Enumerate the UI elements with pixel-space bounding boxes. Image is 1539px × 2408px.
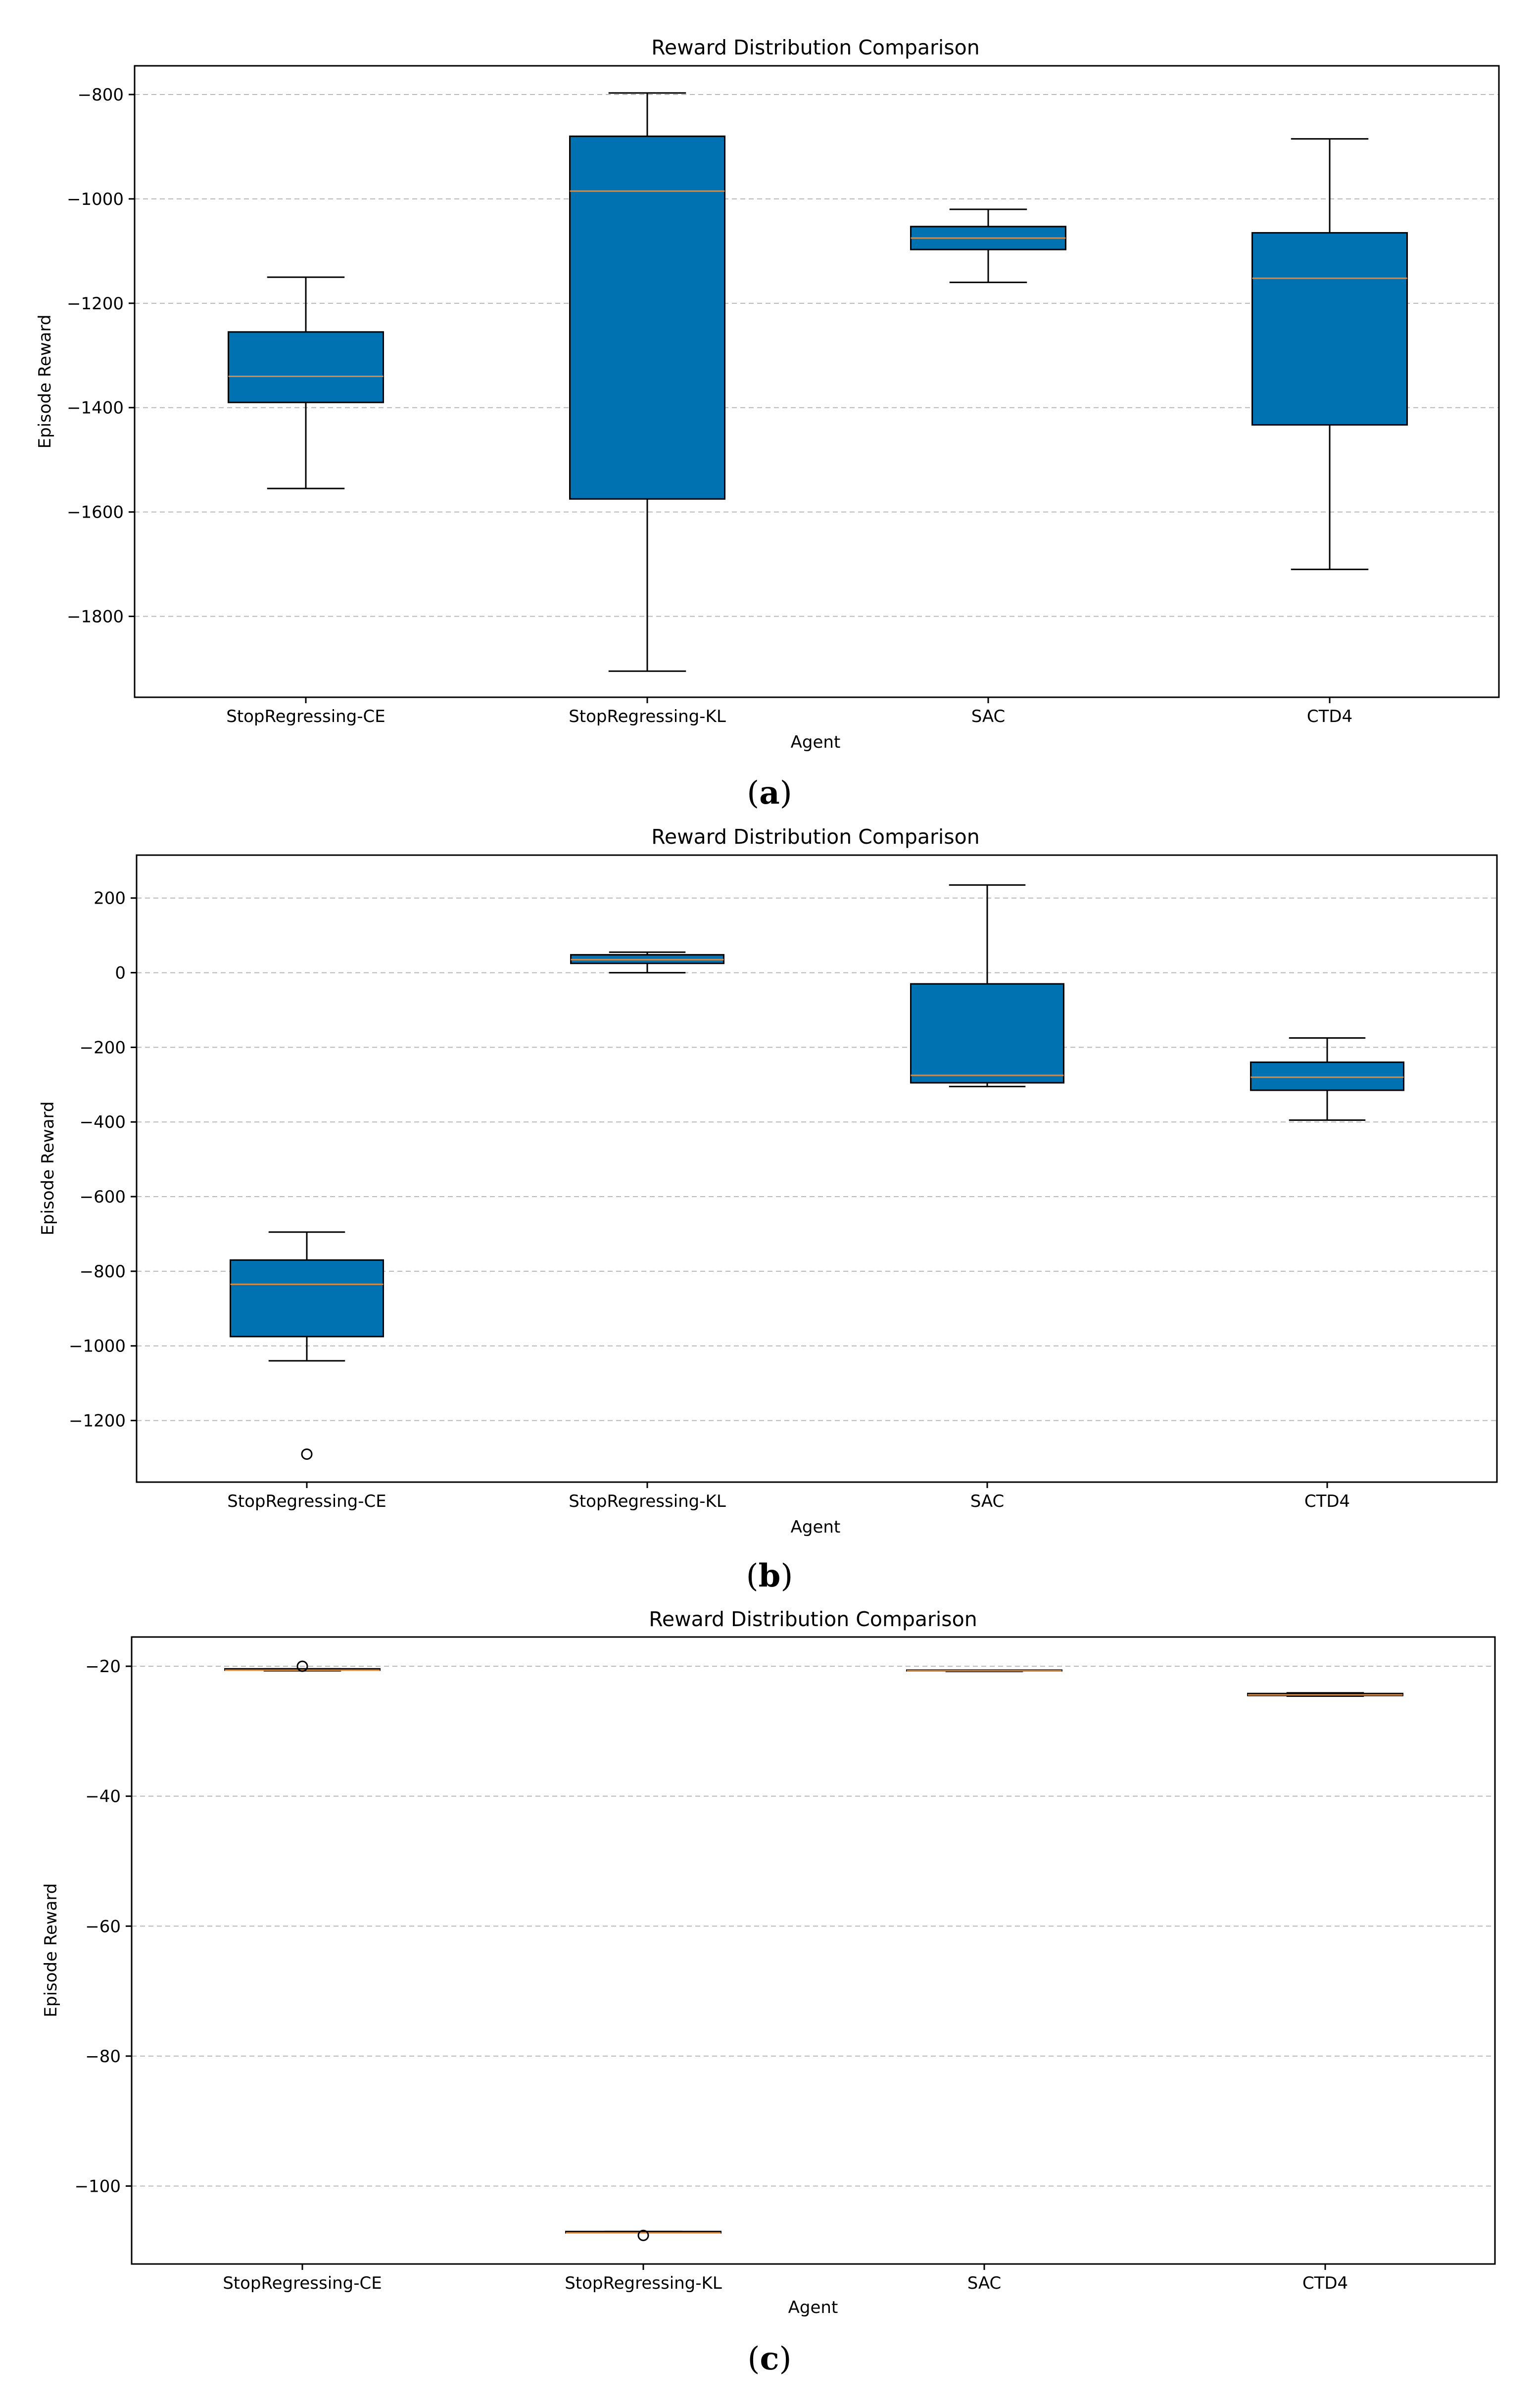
panel-caption: (a) xyxy=(747,774,792,812)
y-tick-label: −1200 xyxy=(69,1411,126,1431)
x-tick-label: StopRegressing-CE xyxy=(223,2273,382,2293)
iqr-box xyxy=(230,1259,384,1338)
x-tick-label: StopRegressing-KL xyxy=(569,1492,726,1511)
box-SAC xyxy=(906,1669,1062,1673)
y-tick-label: 200 xyxy=(94,889,126,909)
x-tick-label: StopRegressing-KL xyxy=(565,2273,722,2293)
plot-frame xyxy=(134,65,1500,698)
x-axis-label: Agent xyxy=(791,1517,841,1537)
x-tick-label: CTD4 xyxy=(1307,707,1352,726)
box-StopRegressing-KL xyxy=(570,951,724,974)
x-tick-label: CTD4 xyxy=(1302,2273,1348,2293)
panel-b: Reward Distribution Comparison 200 0 −200 −… xyxy=(38,825,1498,1594)
y-tick-label: −200 xyxy=(80,1038,126,1058)
y-tick-label: −100 xyxy=(75,2176,121,2196)
outlier-point xyxy=(301,1448,313,1460)
y-axis-label: Episode Reward xyxy=(38,1102,58,1236)
box-CTD4 xyxy=(1247,1692,1403,1697)
plot-frame xyxy=(131,1636,1496,2265)
panel-caption: (b) xyxy=(746,1557,793,1594)
y-tick-label: −1000 xyxy=(69,1337,126,1356)
iqr-box xyxy=(910,983,1064,1084)
y-tick-label: −1400 xyxy=(67,398,124,418)
y-tick-label: −400 xyxy=(80,1112,126,1132)
x-axis-label: Agent xyxy=(788,2298,838,2317)
y-tick-label: −40 xyxy=(85,1787,121,1807)
box-SAC xyxy=(910,884,1064,1088)
plot-frame xyxy=(136,854,1498,1483)
chart-title: Reward Distribution Comparison xyxy=(651,825,979,849)
box-StopRegressing-KL xyxy=(565,2229,721,2241)
box-StopRegressing-CE xyxy=(224,1660,381,1672)
box-CTD4 xyxy=(1250,1037,1404,1121)
x-tick-label: SAC xyxy=(967,2273,1002,2293)
y-tick-label: −600 xyxy=(80,1187,126,1207)
x-tick-label: SAC xyxy=(970,1492,1005,1511)
y-axis-label: Episode Reward xyxy=(41,1883,61,2018)
box-StopRegressing-CE xyxy=(228,276,384,489)
x-tick-label: SAC xyxy=(971,707,1006,726)
caption-letter: a xyxy=(759,774,779,812)
chart-title: Reward Distribution Comparison xyxy=(651,36,979,59)
y-tick-label: −1800 xyxy=(67,607,124,627)
panel-a: Reward Distribution Comparison −800 −1000… xyxy=(35,36,1500,812)
box-SAC xyxy=(910,208,1066,284)
iqr-box xyxy=(1250,1061,1404,1091)
y-axis-label: Episode Reward xyxy=(35,315,55,449)
y-tick-label: −800 xyxy=(80,1262,126,1282)
y-tick-label: −1200 xyxy=(67,294,124,314)
y-tick-label: −80 xyxy=(85,2047,121,2067)
iqr-box xyxy=(569,135,725,500)
outlier-point xyxy=(637,2229,649,2241)
chart-title: Reward Distribution Comparison xyxy=(649,1607,977,1631)
panel-caption: (c) xyxy=(748,2340,792,2377)
iqr-box xyxy=(1251,232,1408,426)
y-tick-label: −1000 xyxy=(67,190,124,209)
box-StopRegressing-KL xyxy=(569,92,725,672)
y-tick-label: −800 xyxy=(78,85,124,105)
y-tick-label: −1600 xyxy=(67,503,124,523)
iqr-box xyxy=(228,331,384,403)
y-tick-label: −60 xyxy=(85,1917,121,1936)
x-axis-label: Agent xyxy=(791,732,841,752)
x-tick-label: CTD4 xyxy=(1304,1492,1350,1511)
outlier-point xyxy=(296,1660,308,1672)
caption-letter: b xyxy=(759,1557,781,1594)
box-CTD4 xyxy=(1251,138,1408,571)
box-StopRegressing-CE xyxy=(230,1231,384,1460)
x-tick-label: StopRegressing-KL xyxy=(569,707,726,726)
caption-letter: c xyxy=(760,2340,779,2377)
x-tick-label: StopRegressing-CE xyxy=(227,1492,386,1511)
x-tick-label: StopRegressing-CE xyxy=(226,707,385,726)
y-tick-label: −20 xyxy=(85,1657,121,1677)
panel-c: Reward Distribution Comparison −20 −40 −60… xyxy=(41,1607,1496,2377)
y-tick-label: 0 xyxy=(115,963,126,983)
